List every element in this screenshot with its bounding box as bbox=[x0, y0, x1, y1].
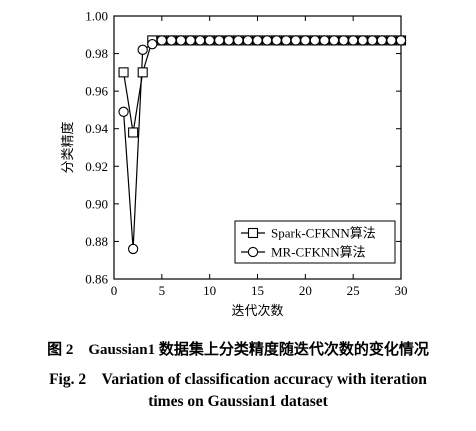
circle-marker bbox=[118, 106, 129, 117]
y-tick-label: 0.92 bbox=[85, 159, 108, 174]
legend-label: MR-CFKNN算法 bbox=[271, 245, 366, 260]
x-tick-label: 20 bbox=[299, 283, 312, 298]
x-axis: 0 5 10 15 20 25 30 bbox=[111, 16, 408, 298]
legend-label: Spark-CFKNN算法 bbox=[271, 226, 376, 241]
circle-marker bbox=[290, 35, 301, 46]
figure-caption-chinese: 图 2 Gaussian1 数据集上分类精度随迭代次数的变化情况 bbox=[47, 342, 429, 358]
y-axis-title: 分类精度 bbox=[60, 121, 76, 173]
y-tick-label: 0.86 bbox=[85, 272, 108, 287]
y-tick-label: 0.88 bbox=[85, 234, 108, 249]
figure-caption-english-line1: Fig. 2 Variation of classification accur… bbox=[49, 371, 427, 388]
x-tick-label: 15 bbox=[251, 283, 264, 298]
circle-marker bbox=[233, 35, 244, 46]
y-tick-label: 0.90 bbox=[85, 196, 108, 211]
x-tick-label: 5 bbox=[159, 283, 166, 298]
series-layer bbox=[118, 35, 407, 255]
x-axis-title: 迭代次数 bbox=[231, 303, 283, 319]
y-tick-label: 0.94 bbox=[85, 121, 108, 136]
circle-marker bbox=[338, 35, 349, 46]
circle-marker bbox=[367, 35, 378, 46]
circle-marker bbox=[309, 35, 321, 46]
circle-marker bbox=[223, 35, 234, 46]
circle-marker bbox=[300, 35, 311, 46]
series-circle bbox=[122, 39, 401, 249]
markers-circle bbox=[118, 35, 407, 255]
x-tick-label: 10 bbox=[203, 283, 216, 298]
circle-marker bbox=[376, 35, 388, 46]
circle-marker bbox=[166, 35, 177, 46]
circle-marker bbox=[319, 35, 330, 46]
square-marker bbox=[128, 127, 139, 138]
circle-marker bbox=[214, 35, 225, 46]
circle-marker bbox=[395, 35, 407, 46]
legend-box bbox=[234, 220, 396, 264]
circle-marker bbox=[204, 35, 215, 46]
circle-marker bbox=[185, 35, 196, 46]
circle-marker bbox=[261, 35, 273, 46]
circle-marker bbox=[127, 243, 139, 255]
series-square bbox=[122, 39, 401, 133]
circle-marker bbox=[281, 35, 292, 46]
y-tick-label: 1.00 bbox=[85, 9, 108, 24]
series-line bbox=[122, 39, 401, 133]
circle-marker bbox=[271, 35, 282, 46]
circle-marker bbox=[175, 35, 187, 46]
circle-marker bbox=[156, 35, 167, 46]
x-tick-label: 25 bbox=[347, 283, 360, 298]
circle-marker bbox=[147, 39, 158, 50]
figure-caption-english-line2: times on Gaussian1 dataset bbox=[148, 393, 328, 410]
y-tick-label: 0.96 bbox=[85, 84, 108, 99]
circle-marker bbox=[328, 35, 340, 46]
circle-marker bbox=[348, 35, 359, 46]
line-chart: 0 5 10 15 20 25 30 0.86 0.88 0.90 0.92 0.94 0.96 0.9… bbox=[60, 9, 408, 320]
circle-marker bbox=[252, 35, 263, 46]
legend: Spark-CFKNN算法 MR-CFKNN算法 bbox=[234, 220, 396, 264]
square-marker bbox=[118, 67, 129, 78]
square-marker bbox=[247, 227, 259, 239]
x-tick-label: 0 bbox=[111, 283, 118, 298]
markers-square bbox=[118, 35, 407, 138]
x-tick-label: 30 bbox=[395, 283, 408, 298]
circle-marker bbox=[242, 35, 254, 46]
square-marker bbox=[137, 67, 148, 78]
circle-marker bbox=[194, 35, 206, 46]
y-tick-label: 0.98 bbox=[85, 46, 108, 61]
circle-marker bbox=[247, 246, 259, 258]
series-line bbox=[122, 39, 401, 249]
circle-marker bbox=[137, 44, 148, 55]
circle-marker bbox=[357, 35, 368, 46]
circle-marker bbox=[386, 35, 397, 46]
y-axis: 0.86 0.88 0.90 0.92 0.94 0.96 0.98 1.00 bbox=[85, 9, 401, 287]
